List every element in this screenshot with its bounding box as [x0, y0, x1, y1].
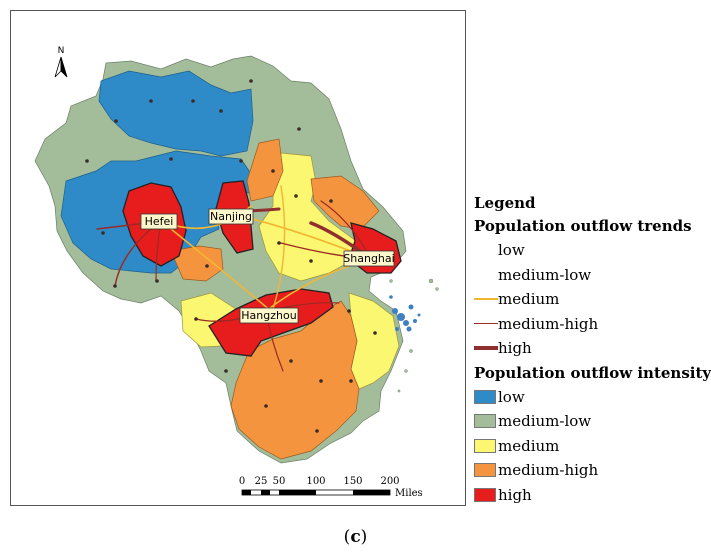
trend-label: medium-high — [498, 314, 599, 333]
area-mediumhigh-mid — [170, 245, 224, 282]
trends-title: Population outflow trends — [474, 217, 692, 235]
trend-swatch — [474, 341, 498, 355]
scale-tick-100: 100 — [306, 476, 325, 487]
scale-tick-0: 0 — [239, 476, 245, 487]
scale-tick-150: 150 — [343, 476, 362, 487]
scale-tick-50: 50 — [273, 476, 286, 487]
city-label-shanghai: Shanghai — [343, 252, 394, 265]
coastal-islands — [389, 295, 421, 332]
small-islands — [389, 278, 439, 393]
trend-legend-item: high — [474, 336, 708, 361]
intensity-title: Population outflow intensity — [474, 363, 711, 382]
city-label-nanjing: Nanjing — [210, 210, 252, 223]
trend-swatch — [474, 243, 498, 257]
intensity-legend-item: medium-low — [474, 409, 708, 434]
label-box-hangzhou — [239, 307, 299, 324]
label-box-shanghai — [343, 250, 395, 267]
intensity-legend-item: low — [474, 385, 708, 410]
scale-unit: Miles — [395, 488, 423, 499]
trend-legend-item: low — [474, 238, 708, 263]
intensity-legend-item: high — [474, 483, 708, 508]
county-dots — [85, 79, 377, 433]
trend-swatch — [474, 292, 498, 306]
trend-label: low — [498, 241, 525, 260]
intensity-label: low — [498, 387, 525, 406]
area-low-north — [98, 70, 254, 157]
city-labels: Hefei Nanjing Shanghai Hangzhou — [140, 208, 395, 324]
trend-swatch — [474, 268, 498, 282]
scale-tick-200: 200 — [380, 476, 399, 487]
legend: Legend Population outflow trends low medi… — [474, 192, 711, 508]
city-label-hangzhou: Hangzhou — [241, 309, 296, 322]
trend-label: medium — [498, 290, 560, 309]
intensity-legend-item: medium — [474, 434, 708, 459]
figure-caption: (c) — [0, 527, 711, 547]
label-box-hefei — [140, 213, 178, 230]
caption-letter: c — [350, 527, 361, 547]
scale-bar: 0 25 50 100 150 200 Miles — [239, 476, 423, 499]
trend-legend-item: medium-low — [474, 263, 708, 288]
intensity-label: medium-high — [498, 461, 599, 480]
area-mediumhigh-north — [246, 138, 284, 202]
scale-tick-25: 25 — [255, 476, 268, 487]
caption-open-paren: ( — [343, 527, 351, 547]
intensity-label: medium — [498, 436, 560, 455]
region-map: Hefei Nanjing Shanghai Hangzhou N 0 25 5… — [34, 46, 439, 499]
svg-text:N: N — [58, 46, 65, 56]
trend-legend-item: medium-high — [474, 312, 708, 337]
intensity-swatch — [474, 487, 498, 502]
trend-swatch — [474, 317, 498, 331]
intensity-legend-item: medium-high — [474, 458, 708, 483]
trend-label: high — [498, 339, 532, 358]
legend-title: Legend — [474, 194, 536, 212]
intensity-swatch — [474, 438, 498, 453]
caption-close-paren: ) — [360, 527, 368, 547]
intensity-swatch — [474, 389, 498, 404]
label-box-nanjing — [208, 208, 254, 225]
trend-legend-item: medium — [474, 287, 708, 312]
intensity-swatch — [474, 414, 498, 429]
intensity-label: high — [498, 485, 532, 504]
north-arrow-icon: N — [54, 46, 68, 78]
map-frame: Hefei Nanjing Shanghai Hangzhou N 0 25 5… — [10, 10, 466, 506]
trend-label: medium-low — [498, 265, 592, 284]
intensity-swatch — [474, 463, 498, 478]
city-label-hefei: Hefei — [145, 215, 174, 228]
intensity-label: medium-low — [498, 412, 592, 431]
